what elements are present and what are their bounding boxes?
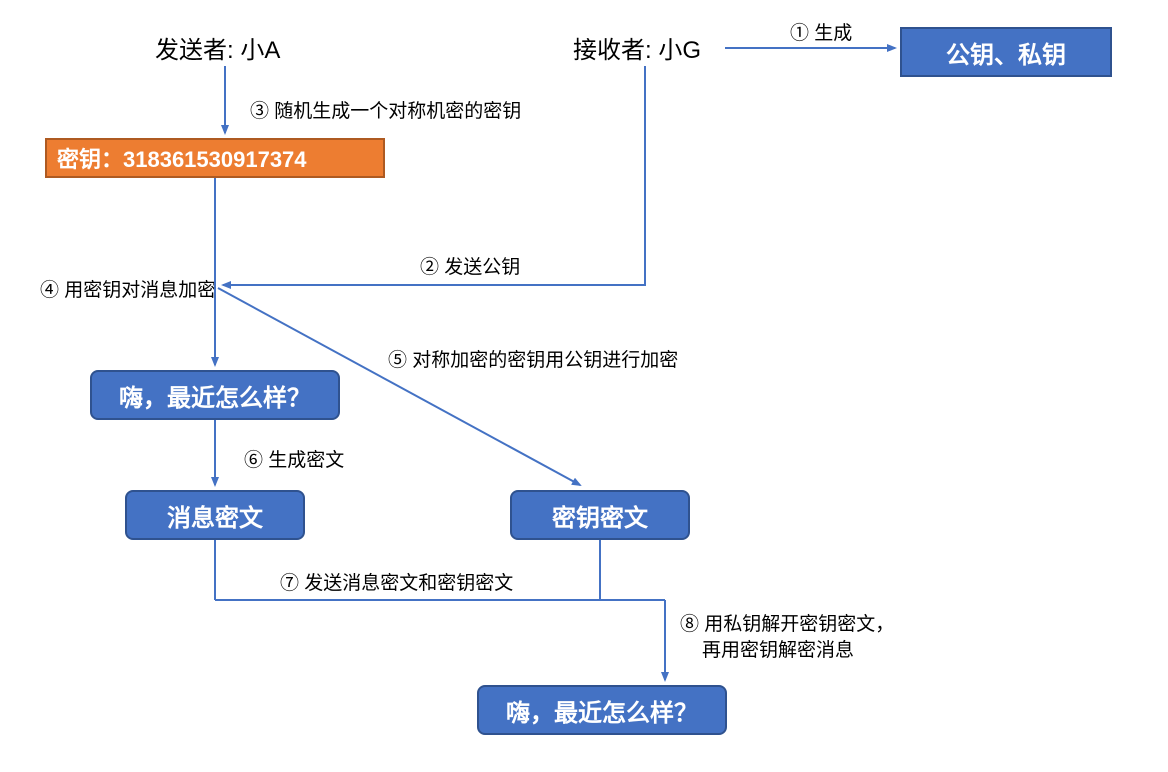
key-cipher-box: 密钥密文 xyxy=(510,490,690,540)
step-2-label: ② 发送公钥 xyxy=(420,252,520,279)
message-decrypted-box: 嗨，最近怎么样？ xyxy=(477,685,727,735)
step-8-line1: ⑧ 用私钥解开密钥密文， xyxy=(680,612,894,638)
step-5-label: ⑤ 对称加密的密钥用公钥进行加密 xyxy=(388,345,678,372)
diagram-canvas: 发送者: 小A 接收者: 小G ① 生成 ③ 随机生成一个对称机密的密钥 ② 发… xyxy=(0,0,1168,772)
sender-label: 发送者: 小A xyxy=(155,30,280,65)
step-8-label: ⑧ 用私钥解开密钥密文， 再用密钥解密消息 xyxy=(680,612,894,663)
step-8-line2: 再用密钥解密消息 xyxy=(680,638,894,664)
keypair-text: 公钥、私钥 xyxy=(946,35,1066,70)
message-cipher-box: 消息密文 xyxy=(125,490,305,540)
message-decrypted-text: 嗨，最近怎么样？ xyxy=(506,693,698,728)
message-cipher-text: 消息密文 xyxy=(167,498,263,533)
step-1-label: ① 生成 xyxy=(790,18,852,45)
step-3-label: ③ 随机生成一个对称机密的密钥 xyxy=(250,96,521,123)
key-cipher-text: 密钥密文 xyxy=(552,498,648,533)
message-plain-box: 嗨，最近怎么样？ xyxy=(90,370,340,420)
keypair-box: 公钥、私钥 xyxy=(900,27,1112,77)
step-6-label: ⑥ 生成密文 xyxy=(244,445,344,472)
step-7-label: ⑦ 发送消息密文和密钥密文 xyxy=(280,568,513,595)
symkey-box: 密钥：318361530917374 xyxy=(45,138,385,178)
receiver-label: 接收者: 小G xyxy=(573,30,701,65)
symkey-text: 密钥：318361530917374 xyxy=(57,142,307,174)
step-4-label: ④ 用密钥对消息加密 xyxy=(40,275,216,302)
message-plain-text: 嗨，最近怎么样？ xyxy=(119,378,311,413)
